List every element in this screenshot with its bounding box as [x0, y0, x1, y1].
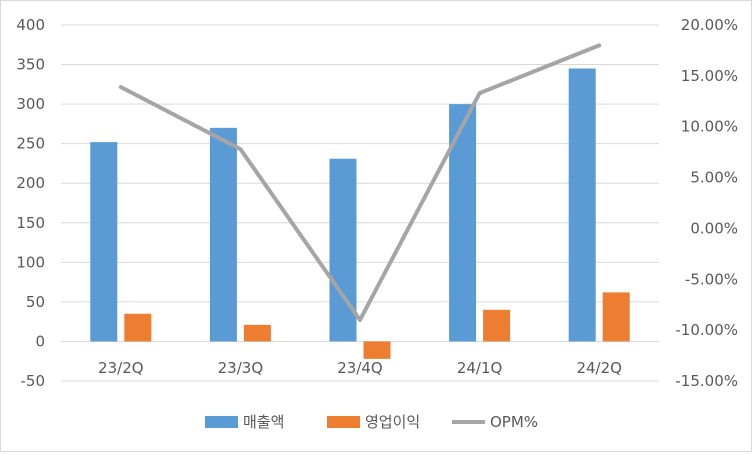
right-tick-label: -15.00% [675, 372, 738, 390]
bar-revenue [330, 159, 357, 342]
left-tick-label: 350 [16, 56, 45, 74]
bar-operating-profit [124, 314, 151, 342]
bar-revenue [569, 69, 596, 342]
right-axis: -15.00% -10.00% -5.00% 0.00% 5.00% 10.00% 15.0… [675, 16, 738, 390]
x-tick-label: 24/1Q [457, 359, 503, 377]
right-tick-label: -10.00% [675, 321, 738, 339]
right-tick-label: 10.00% [681, 118, 738, 136]
left-tick-label: 0 [35, 332, 45, 350]
left-tick-label: 150 [16, 214, 45, 232]
bar-operating-profit [603, 292, 630, 341]
legend-label: 매출액 [243, 413, 284, 431]
legend-swatch [205, 416, 238, 428]
left-tick-label: 200 [16, 174, 45, 192]
right-tick-label: 20.00% [681, 16, 738, 34]
left-tick-label: -50 [21, 372, 46, 390]
legend-label: OPM% [490, 413, 538, 431]
left-tick-label: 250 [16, 135, 45, 153]
bar-operating-profit [364, 341, 391, 358]
opm-line-path [121, 45, 599, 320]
opm-line [121, 45, 600, 320]
left-tick-label: 100 [16, 253, 45, 271]
legend-swatch [327, 416, 360, 428]
x-tick-label: 23/2Q [98, 359, 144, 377]
left-tick-label: 50 [26, 293, 45, 311]
legend-label: 영업이익 [365, 413, 420, 431]
bar-operating-profit [483, 310, 510, 342]
bar-revenue [210, 128, 237, 342]
bar-operating-profit [244, 325, 271, 342]
left-tick-label: 300 [16, 95, 45, 113]
right-tick-label: 0.00% [690, 219, 738, 237]
left-axis: -50 0 50 100 150 200 250 300 350 400 [16, 16, 45, 390]
right-tick-label: 5.00% [690, 169, 738, 187]
x-tick-label: 24/2Q [576, 359, 622, 377]
right-tick-label: -5.00% [685, 270, 738, 288]
right-tick-label: 15.00% [681, 67, 738, 85]
bar-revenue [90, 142, 117, 341]
x-tick-label: 23/4Q [337, 359, 383, 377]
x-tick-label: 23/3Q [218, 359, 264, 377]
x-axis: 23/2Q 23/3Q 23/4Q 24/1Q 24/2Q [98, 359, 622, 377]
left-tick-label: 400 [16, 16, 45, 34]
legend: 매출액 영업이익 OPM% [205, 413, 538, 431]
